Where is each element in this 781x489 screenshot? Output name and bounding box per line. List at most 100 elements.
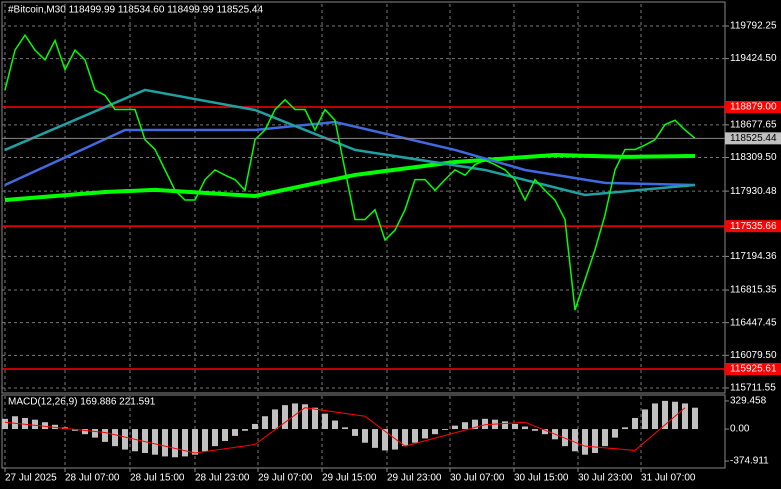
macd-bar	[272, 409, 278, 430]
macd-bar	[262, 416, 268, 430]
y-tick-label: -374.911	[730, 456, 769, 467]
x-tick-label: 29 Jul 23:00	[387, 473, 442, 484]
macd-frame	[1, 394, 726, 469]
y-tick-label: 115711.55	[730, 383, 776, 394]
macd-bar	[22, 417, 28, 430]
macd-bar	[572, 429, 578, 452]
macd-bar	[342, 427, 348, 430]
moving-average	[4, 120, 696, 187]
main-frame	[1, 1, 726, 394]
macd-bar	[372, 429, 378, 448]
macd-bar	[42, 422, 48, 430]
macd-bar	[642, 409, 648, 430]
macd-bar	[542, 429, 548, 435]
macd-bar	[682, 403, 688, 430]
macd-bar	[72, 429, 78, 431]
macd-bar	[462, 422, 468, 430]
y-tick-label: 117930.48	[730, 186, 777, 197]
macd-bar	[522, 426, 528, 430]
macd-bar	[592, 429, 598, 453]
level-label-box	[725, 100, 781, 113]
macd-bar	[302, 404, 308, 430]
x-tick-label: 29 Jul 15:00	[322, 473, 377, 484]
macd-bar	[12, 416, 18, 430]
macd-bar	[502, 421, 508, 430]
macd-bar	[152, 429, 158, 455]
macd-bar	[402, 429, 408, 447]
macd-bar	[392, 429, 398, 450]
macd-bar	[602, 429, 608, 447]
current-price-box	[725, 132, 781, 145]
y-tick-label: 118677.65	[730, 119, 777, 130]
macd-bar	[132, 429, 138, 452]
macd-bar	[332, 420, 338, 430]
macd-bar	[362, 429, 368, 443]
x-tick-label: 30 Jul 15:00	[514, 473, 569, 484]
macd-bar	[82, 429, 88, 435]
macd-bar	[182, 429, 188, 457]
y-tick-label: 116815.35	[730, 285, 777, 296]
price-line	[4, 33, 696, 311]
macd-bar	[352, 429, 358, 436]
macd-bar	[322, 413, 328, 430]
macd-bar	[442, 429, 448, 430]
macd-title: MACD(12,26,9) 169.886 221.591	[8, 397, 156, 408]
y-tick-label: 116447.45	[730, 317, 777, 328]
macd-bar	[222, 429, 228, 442]
macd-bar	[632, 417, 638, 430]
macd-bar	[472, 419, 478, 430]
macd-bar	[422, 429, 428, 439]
x-tick-label: 28 Jul 07:00	[65, 473, 120, 484]
macd-bar	[92, 429, 98, 438]
macd-bar	[692, 407, 698, 430]
macd-bar	[32, 419, 38, 430]
macd-bar	[232, 429, 238, 436]
y-tick-label: 117194.36	[730, 251, 777, 262]
y-tick-label: 329.458	[730, 396, 767, 407]
level-label: 117535.66	[730, 221, 777, 232]
macd-bar	[662, 400, 668, 430]
macd-bar	[532, 429, 538, 431]
x-tick-label: 28 Jul 23:00	[195, 473, 250, 484]
macd-bar	[162, 429, 168, 457]
macd-bar	[252, 423, 258, 430]
macd-bar	[292, 403, 298, 430]
x-tick-label: 28 Jul 15:00	[130, 473, 185, 484]
moving-average	[4, 88, 696, 197]
x-tick-label: 30 Jul 07:00	[450, 473, 505, 484]
macd-bar	[2, 418, 8, 430]
x-tick-label: 27 Jul 2025	[5, 473, 57, 484]
level-label-box	[725, 220, 781, 233]
macd-bar	[672, 401, 678, 430]
macd-bar	[432, 429, 438, 435]
y-tick-label: 119424.50	[730, 53, 777, 64]
macd-bar	[512, 423, 518, 430]
macd-bar	[102, 429, 108, 442]
moving-average	[4, 152, 696, 202]
level-label-box	[725, 362, 781, 375]
macd-bar	[172, 429, 178, 458]
y-tick-label: 118309.50	[730, 152, 777, 163]
macd-bar	[612, 429, 618, 438]
macd-bar	[622, 427, 628, 430]
level-label: 115925.61	[730, 364, 777, 375]
current-price-label: 118525.44	[730, 133, 777, 144]
y-tick-label: 0.00	[730, 424, 750, 435]
macd-bar	[242, 429, 248, 431]
macd-bar	[582, 429, 588, 455]
macd-bar	[192, 429, 198, 455]
macd-bar	[482, 418, 488, 430]
macd-bar	[142, 429, 148, 453]
signal-line	[4, 407, 686, 454]
macd-bar	[202, 429, 208, 452]
macd-bar	[452, 425, 458, 430]
macd-bar	[112, 429, 118, 447]
macd-bar	[282, 405, 288, 430]
macd-bar	[212, 429, 218, 447]
level-label: 118879.00	[730, 102, 777, 113]
macd-bar	[122, 429, 128, 450]
y-tick-label: 119792.25	[730, 21, 777, 32]
macd-bar	[652, 403, 658, 430]
chart-title: #Bitcoin,M30 118499.99 118534.60 118499.…	[8, 5, 263, 16]
